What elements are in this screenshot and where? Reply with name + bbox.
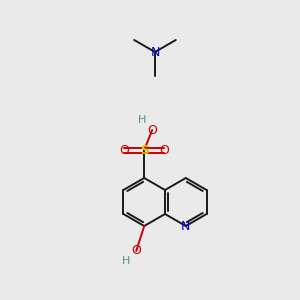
Text: O: O xyxy=(131,244,141,257)
Text: N: N xyxy=(150,46,160,59)
Text: H: H xyxy=(138,115,146,125)
Text: O: O xyxy=(159,143,169,157)
Text: H: H xyxy=(122,256,130,266)
Text: O: O xyxy=(147,124,157,136)
Text: O: O xyxy=(119,143,129,157)
Text: S: S xyxy=(140,143,149,157)
Text: N: N xyxy=(181,220,190,232)
